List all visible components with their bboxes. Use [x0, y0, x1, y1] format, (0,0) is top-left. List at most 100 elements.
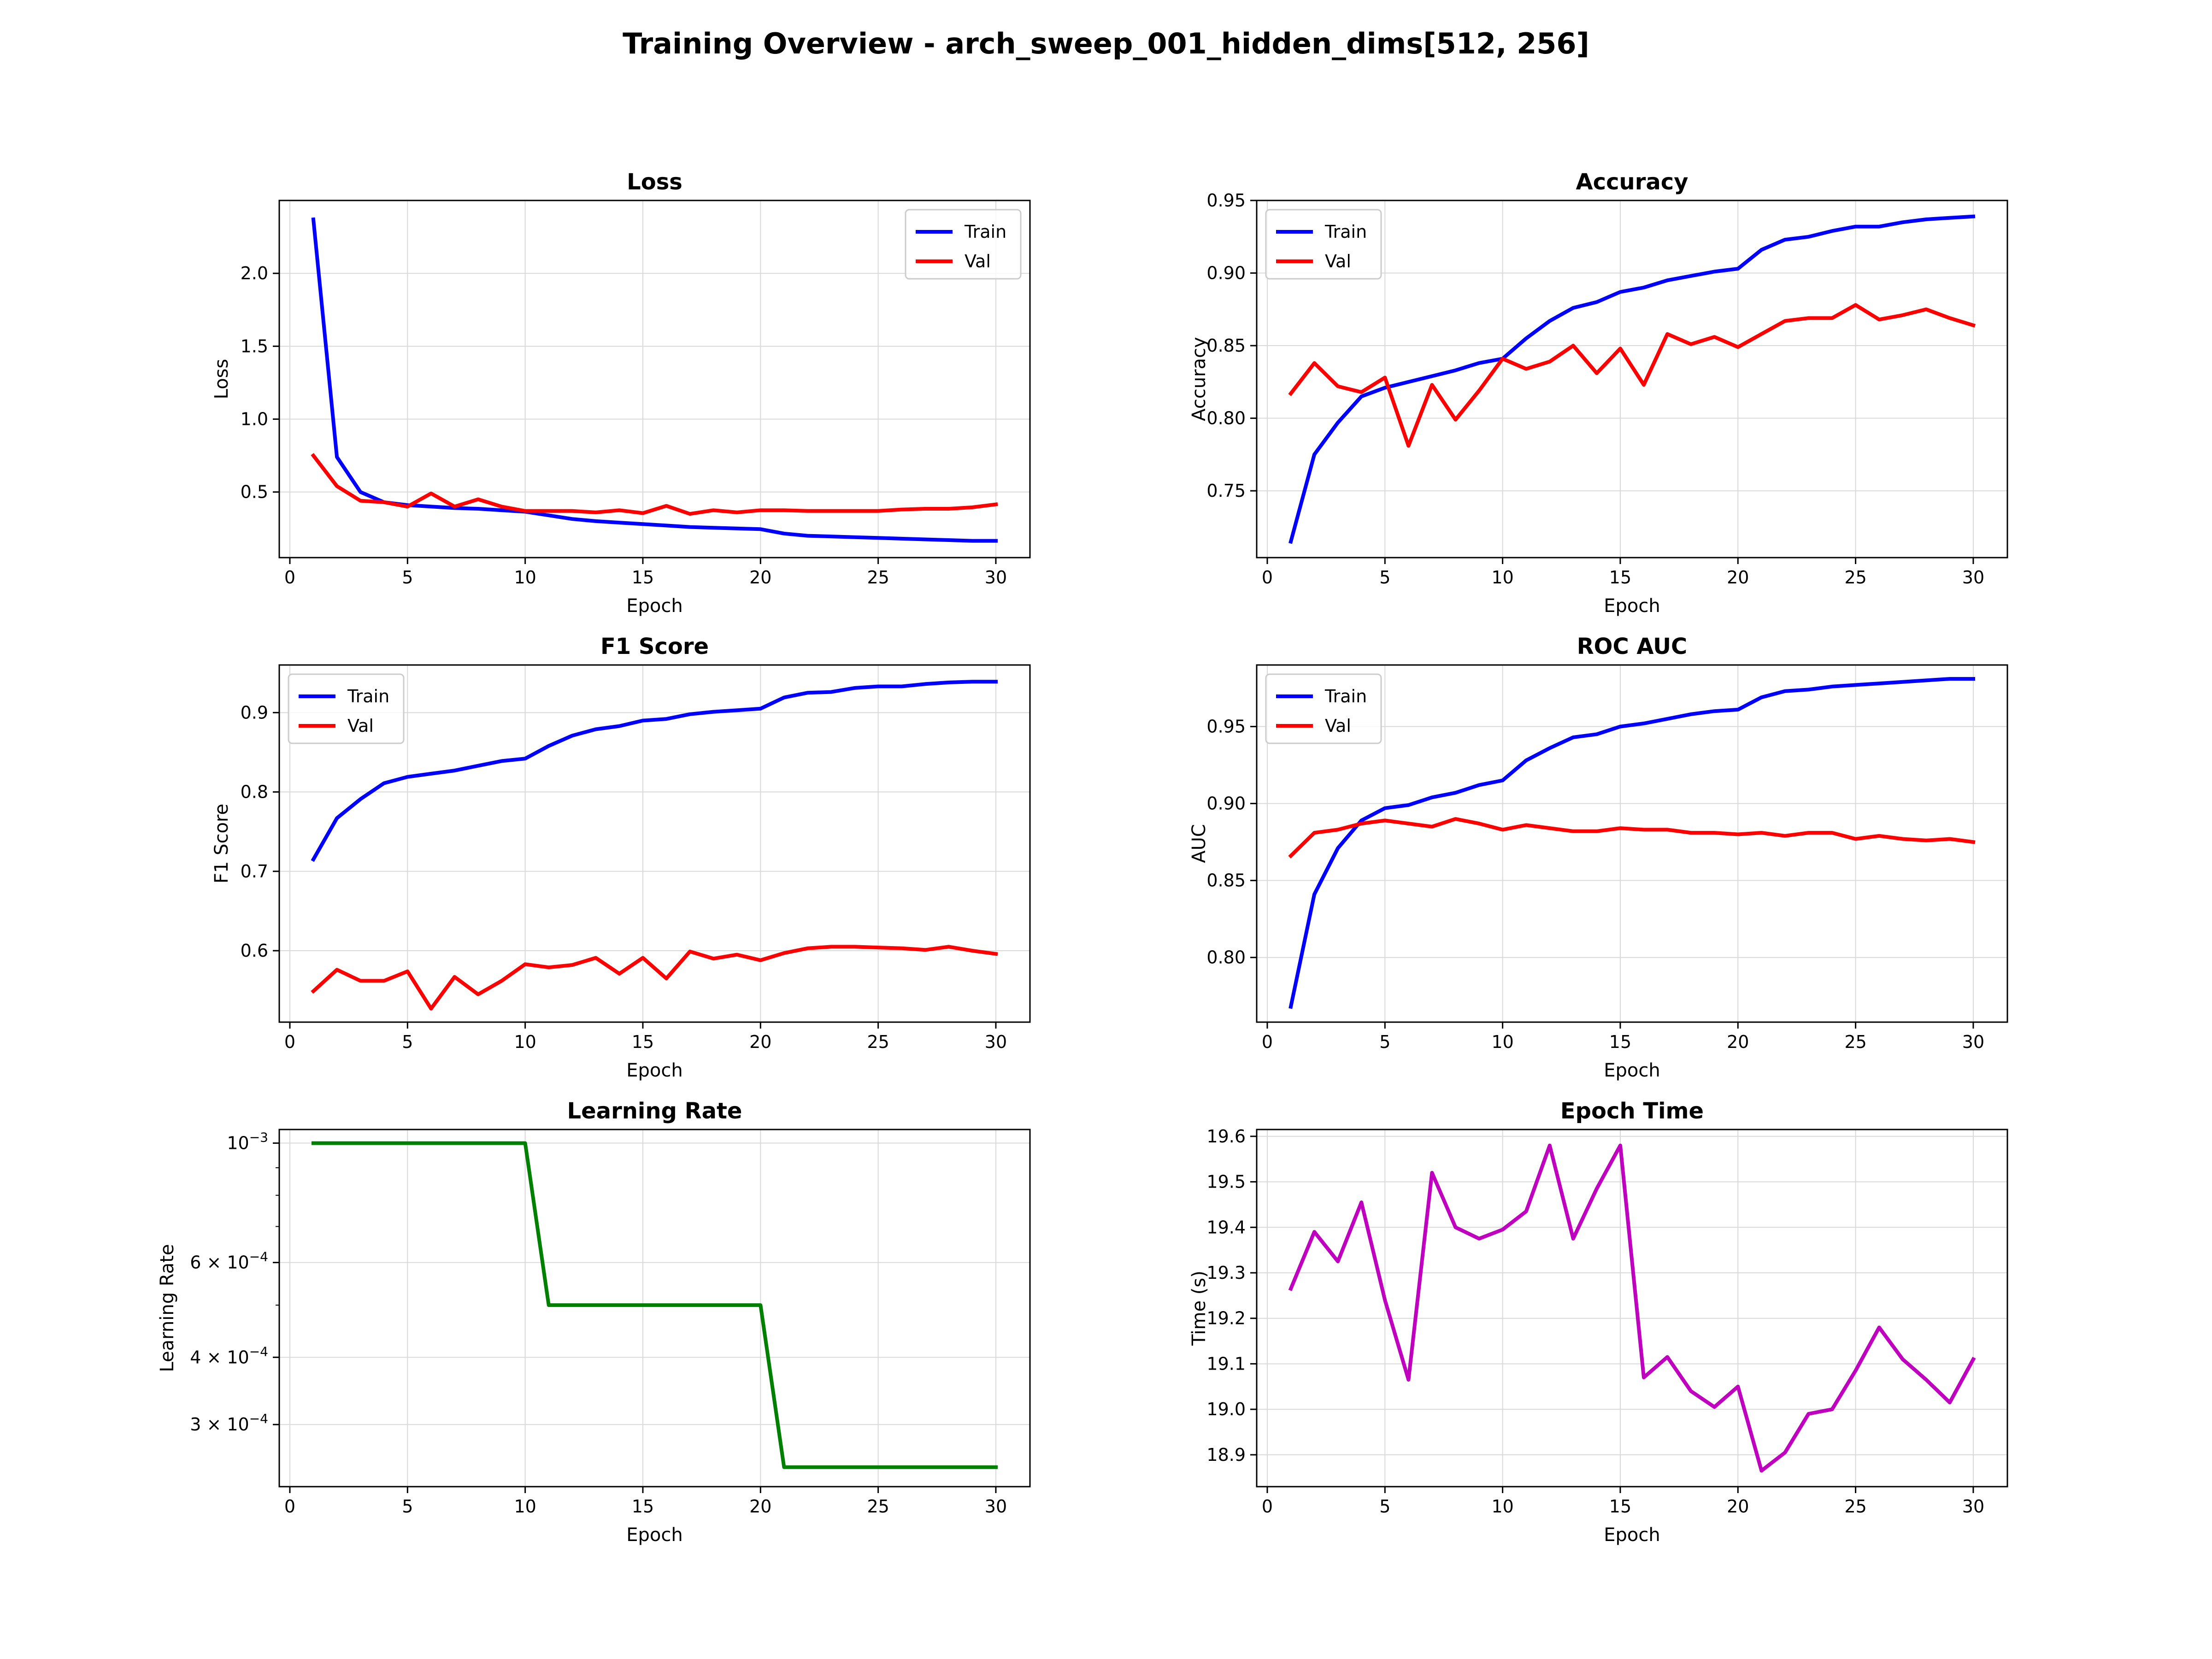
y-tick-label: 19.1 [1206, 1353, 1246, 1374]
panel-title: Loss [627, 169, 682, 195]
series-line-train [311, 217, 998, 543]
x-tick-label: 10 [514, 1032, 536, 1052]
y-tick-label: 3 × 10−4 [190, 1411, 268, 1435]
chart-panel-accuracy: 0 5 10 15 20 25 30 0.75 0.80 0.85 0.90 0.95 Accuracy… [1188, 169, 2008, 617]
x-tick-label: 25 [1844, 1032, 1866, 1052]
x-tick-label: 25 [867, 567, 889, 588]
y-tick-label: 19.5 [1206, 1172, 1246, 1192]
x-tick-label: 0 [1262, 567, 1273, 588]
legend-label-train: Train [347, 686, 389, 706]
x-tick-label: 15 [632, 1496, 654, 1517]
series-line-val [311, 945, 998, 1011]
y-tick-label: 0.7 [241, 861, 268, 882]
y-tick-label: 4 × 10−4 [190, 1344, 268, 1367]
axes-frame [278, 200, 1031, 559]
y-tick-label: 10−3 [227, 1130, 268, 1153]
y-tick-label: 0.85 [1206, 871, 1246, 891]
axes-frame [1256, 1129, 2008, 1488]
x-tick-label: 10 [1491, 567, 1513, 588]
legend: Train Val [288, 673, 405, 744]
x-axis-label: Epoch [1604, 1060, 1660, 1081]
series-line-time [1288, 1143, 1976, 1473]
x-tick-label: 30 [985, 567, 1007, 588]
legend-label-val: Val [1325, 251, 1351, 271]
x-tick-label: 25 [867, 1032, 889, 1052]
y-tick-label: 19.3 [1206, 1263, 1246, 1283]
x-tick-label: 15 [1609, 1496, 1631, 1517]
legend-label-train: Train [1324, 686, 1367, 706]
series-line-train [1288, 214, 1976, 544]
y-tick-label: 0.90 [1206, 794, 1246, 814]
x-axis-label: Epoch [626, 1524, 682, 1546]
legend-label-val: Val [1325, 716, 1351, 736]
x-tick-label: 5 [1379, 1496, 1390, 1517]
series-line-lr [312, 1141, 998, 1469]
series-line-train [311, 680, 998, 862]
series-line-train [1288, 677, 1975, 1009]
legend: Train Val [1265, 673, 1382, 744]
axes-frame [278, 1129, 1031, 1488]
y-tick-label: 1.5 [241, 336, 268, 356]
x-tick-label: 20 [749, 567, 771, 588]
y-tick-label: 0.95 [1206, 717, 1246, 737]
panel-title: ROC AUC [1577, 634, 1688, 659]
legend-box [1265, 209, 1382, 280]
chart-panel-f1: 0 5 10 15 20 25 30 0.6 0.7 0.8 0.9 F1 Score Epoch F1 … [211, 634, 1031, 1081]
series-line-val [311, 453, 998, 516]
x-tick-label: 0 [284, 1032, 295, 1052]
legend: Train Val [905, 209, 1022, 280]
y-tick-label: 0.6 [241, 941, 268, 961]
x-tick-label: 10 [514, 1496, 536, 1517]
y-tick-label: 0.5 [241, 482, 268, 502]
x-tick-label: 30 [1962, 567, 1984, 588]
x-tick-label: 20 [1727, 1496, 1749, 1517]
x-axis-label: Epoch [626, 595, 682, 617]
y-tick-label: 0.90 [1206, 263, 1246, 283]
legend-label-val: Val [347, 716, 374, 736]
legend-label-train: Train [964, 222, 1006, 242]
x-tick-label: 10 [514, 567, 536, 588]
x-tick-label: 20 [1727, 567, 1749, 588]
legend: Train Val [1265, 209, 1382, 280]
y-axis-label: Learning Rate [157, 1244, 178, 1372]
x-tick-label: 15 [1609, 1032, 1631, 1052]
panel-title: F1 Score [600, 634, 709, 659]
y-tick-label: 19.2 [1206, 1308, 1246, 1329]
y-axis-label: Time (s) [1188, 1271, 1210, 1346]
x-tick-label: 20 [1727, 1032, 1749, 1052]
y-tick-label: 0.80 [1206, 408, 1246, 429]
legend-label-train: Train [1324, 222, 1367, 242]
y-axis-label: Loss [211, 359, 232, 400]
series-line-val [1288, 817, 1976, 859]
x-tick-label: 10 [1491, 1032, 1513, 1052]
x-tick-label: 5 [1379, 1032, 1390, 1052]
x-tick-label: 30 [1962, 1032, 1984, 1052]
x-tick-label: 25 [1844, 1496, 1866, 1517]
y-axis-label: Accuracy [1188, 337, 1210, 421]
y-tick-label: 1.0 [241, 409, 268, 429]
x-tick-label: 20 [749, 1496, 771, 1517]
x-tick-label: 5 [402, 567, 413, 588]
x-tick-label: 15 [632, 567, 654, 588]
x-tick-label: 25 [1844, 567, 1866, 588]
x-tick-label: 20 [749, 1032, 771, 1052]
y-tick-label: 0.95 [1206, 190, 1246, 211]
y-tick-label: 6 × 10−4 [190, 1249, 268, 1273]
y-tick-label: 0.9 [241, 702, 268, 723]
x-tick-label: 15 [1609, 567, 1631, 588]
y-tick-label: 0.75 [1206, 481, 1246, 501]
y-tick-label: 19.0 [1206, 1399, 1246, 1419]
x-tick-label: 30 [1962, 1496, 1984, 1517]
chart-panel-lr: 0 5 10 15 20 25 30 3 × 10−4 4 × 10−4 6 × 10−4 10−3… [157, 1098, 1031, 1546]
panel-title: Accuracy [1576, 169, 1688, 195]
x-tick-label: 15 [632, 1032, 654, 1052]
x-tick-label: 0 [1262, 1032, 1273, 1052]
y-tick-label: 19.6 [1206, 1126, 1246, 1147]
x-tick-label: 0 [1262, 1496, 1273, 1517]
legend-label-val: Val [965, 251, 991, 271]
legend-box [1265, 673, 1382, 744]
x-tick-label: 10 [1491, 1496, 1513, 1517]
x-axis-label: Epoch [1604, 595, 1660, 617]
